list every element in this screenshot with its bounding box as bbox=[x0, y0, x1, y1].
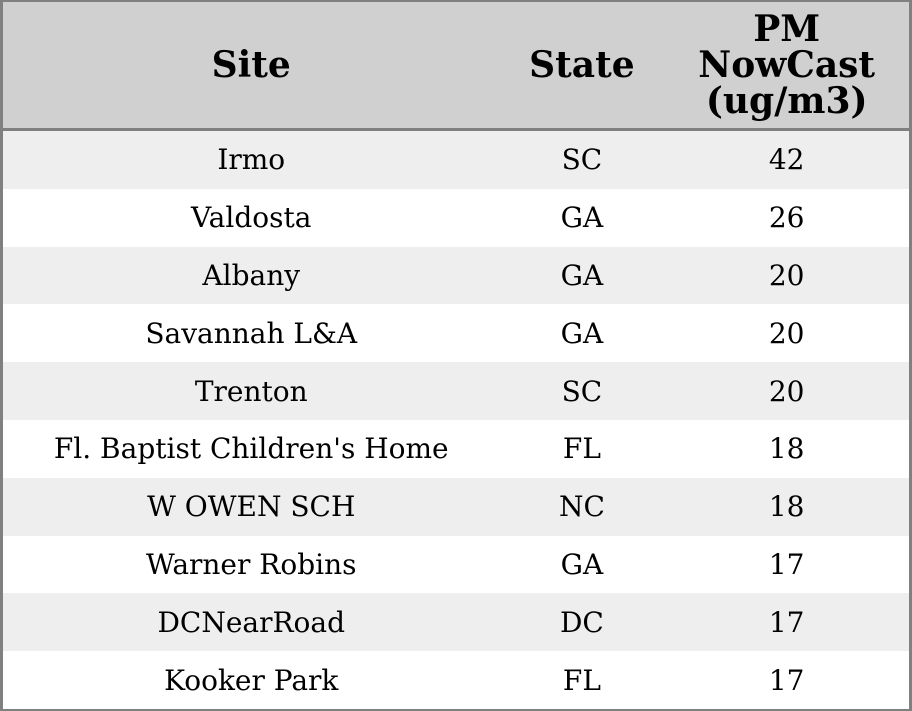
table-body: Irmo SC 42 Valdosta GA 26 Albany GA 20 S… bbox=[3, 131, 909, 709]
pm-value-cell: 42 bbox=[768, 143, 805, 177]
pm-value-cell: 17 bbox=[768, 547, 805, 581]
pm-value-cell: 20 bbox=[768, 316, 805, 350]
table-row: Kooker Park FL 17 bbox=[3, 651, 909, 709]
table-row: DCNearRoad DC 17 bbox=[3, 593, 909, 652]
pm-value-cell: 20 bbox=[768, 374, 805, 408]
state-cell: DC bbox=[559, 605, 604, 639]
table-row: Fl. Baptist Children's Home FL 18 bbox=[3, 419, 909, 478]
pm-header-line-1: PM bbox=[753, 8, 821, 50]
site-cell: DCNearRoad bbox=[157, 605, 346, 639]
state-cell: GA bbox=[560, 547, 604, 581]
table-row: W OWEN SCH NC 18 bbox=[3, 477, 909, 536]
table-row: Savannah L&A GA 20 bbox=[3, 304, 909, 363]
pm-value-cell: 18 bbox=[768, 490, 805, 524]
pm-value-cell: 18 bbox=[768, 432, 805, 466]
site-cell: Valdosta bbox=[191, 201, 312, 235]
pm-header-line-3: (ug/m3) bbox=[705, 80, 868, 122]
table-row: Valdosta GA 26 bbox=[3, 188, 909, 247]
site-cell: Kooker Park bbox=[164, 663, 339, 697]
table-header-row: Site State PM NowCast (ug/m3) bbox=[3, 2, 909, 131]
site-cell: W OWEN SCH bbox=[147, 490, 356, 524]
table-row: Irmo SC 42 bbox=[3, 131, 909, 189]
pm-header-line-2: NowCast bbox=[698, 44, 876, 86]
table-row: Warner Robins GA 17 bbox=[3, 535, 909, 594]
state-cell: SC bbox=[561, 143, 603, 177]
state-cell: FL bbox=[562, 432, 601, 466]
state-cell: NC bbox=[558, 490, 605, 524]
table-row: Albany GA 20 bbox=[3, 246, 909, 305]
site-cell: Trenton bbox=[194, 374, 308, 408]
state-cell: GA bbox=[560, 316, 604, 350]
site-cell: Irmo bbox=[217, 143, 286, 177]
site-cell: Albany bbox=[202, 258, 301, 292]
site-cell: Savannah L&A bbox=[145, 316, 358, 350]
pm-value-cell: 20 bbox=[768, 258, 805, 292]
pm-value-cell: 26 bbox=[768, 201, 805, 235]
pm-value-cell: 17 bbox=[768, 663, 805, 697]
column-header-pm-nowcast: PM NowCast (ug/m3) bbox=[664, 11, 909, 119]
state-cell: FL bbox=[562, 663, 601, 697]
state-cell: SC bbox=[561, 374, 603, 408]
column-header-state: State bbox=[529, 44, 635, 86]
column-header-site: Site bbox=[211, 44, 291, 86]
site-cell: Warner Robins bbox=[145, 547, 357, 581]
table-row: Trenton SC 20 bbox=[3, 362, 909, 420]
state-cell: GA bbox=[560, 258, 604, 292]
site-cell: Fl. Baptist Children's Home bbox=[53, 432, 449, 466]
pm-value-cell: 17 bbox=[768, 605, 805, 639]
state-cell: GA bbox=[560, 201, 604, 235]
